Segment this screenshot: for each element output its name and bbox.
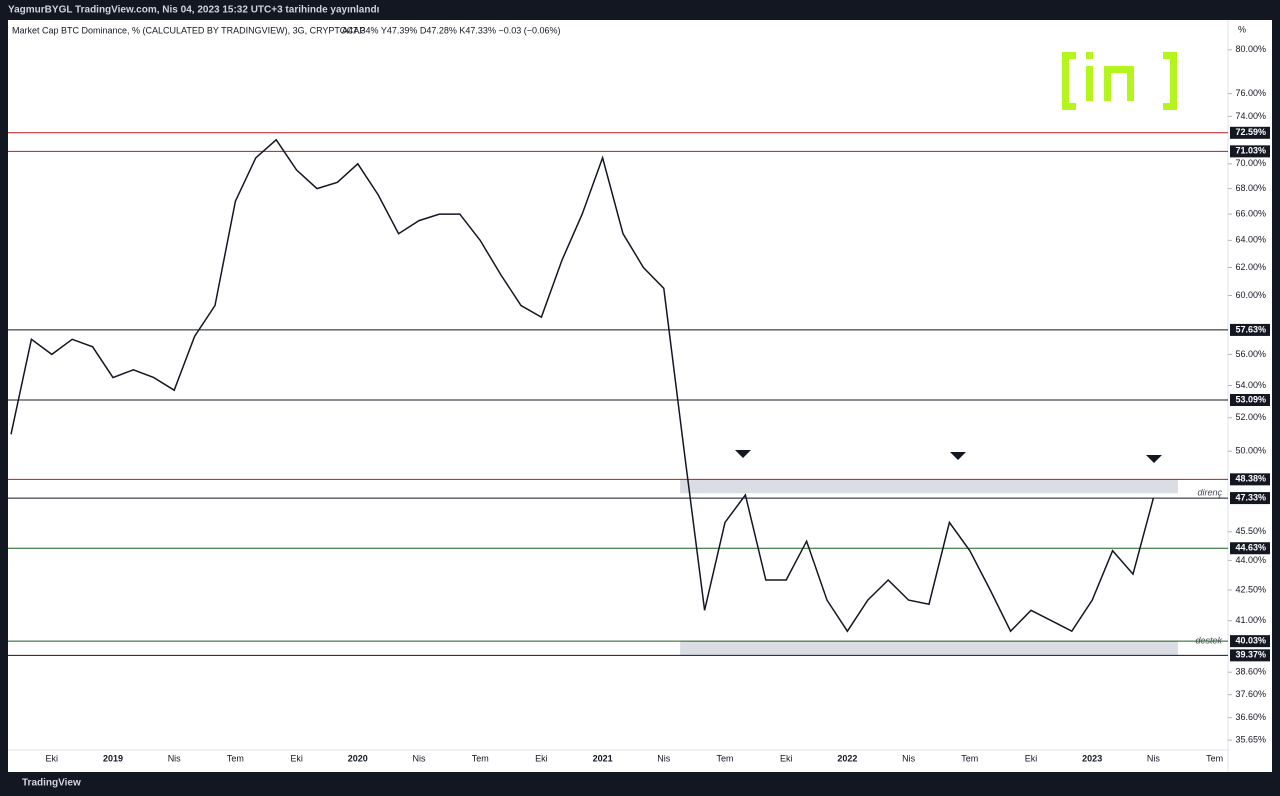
level-label: 40.03% — [1235, 636, 1266, 646]
x-tick-label: Eki — [46, 753, 59, 763]
y-tick-label: 38.60% — [1235, 667, 1266, 677]
y-tick-label: 66.00% — [1235, 208, 1266, 218]
level-label: 72.59% — [1235, 127, 1266, 137]
x-tick-label: Tem — [472, 753, 489, 763]
y-tick-label: 41.00% — [1235, 615, 1266, 625]
y-tick-label: 56.00% — [1235, 349, 1266, 359]
level-label-bg — [1230, 473, 1270, 486]
zone-label: destek — [1195, 636, 1222, 646]
level-label-bg — [1230, 649, 1270, 662]
zone-label: direnç — [1197, 488, 1222, 498]
y-tick-label: 68.00% — [1235, 183, 1266, 193]
level-label: 39.37% — [1235, 650, 1266, 660]
y-tick-label: 64.00% — [1235, 235, 1266, 245]
x-tick-label: Nis — [413, 753, 426, 763]
x-tick-label: Tem — [961, 753, 978, 763]
ohlc: A47.34% Y47.39% D47.28% K47.33% −0.03 (−… — [342, 25, 561, 35]
x-tick-label: Tem — [1206, 753, 1223, 763]
level-label: 57.63% — [1235, 324, 1266, 334]
y-tick-label: 35.65% — [1235, 734, 1266, 744]
x-tick-label: Nis — [902, 753, 915, 763]
y-tick-label: 52.00% — [1235, 412, 1266, 422]
y-tick-label: 44.00% — [1235, 555, 1266, 565]
level-label-bg — [1230, 492, 1270, 505]
y-tick-label: 74.00% — [1235, 111, 1266, 121]
y-unit: % — [1238, 24, 1246, 34]
author-line: YagmurBYGL TradingView.com, Nis 04, 2023… — [8, 5, 380, 16]
footer: TradingView — [22, 778, 81, 789]
x-tick-label: 2020 — [348, 753, 368, 763]
level-label-bg — [1230, 323, 1270, 336]
y-tick-label: 45.50% — [1235, 526, 1266, 536]
level-label-bg — [1230, 145, 1270, 158]
y-tick-label: 70.00% — [1235, 158, 1266, 168]
x-tick-label: 2023 — [1082, 753, 1102, 763]
level-label-bg — [1230, 635, 1270, 648]
zone — [680, 641, 1178, 656]
x-tick-label: Eki — [780, 753, 793, 763]
y-tick-label: 76.00% — [1235, 88, 1266, 98]
level-label: 44.63% — [1235, 543, 1266, 553]
series-line — [10, 138, 1155, 633]
y-tick-label: 62.00% — [1235, 262, 1266, 272]
x-tick-label: Nis — [1147, 753, 1160, 763]
x-tick-label: Eki — [1025, 753, 1038, 763]
x-tick-label: 2022 — [837, 753, 857, 763]
y-tick-label: 60.00% — [1235, 290, 1266, 300]
y-tick-label: 50.00% — [1235, 446, 1266, 456]
y-tick-label: 37.60% — [1235, 689, 1266, 699]
y-tick-label: 80.00% — [1235, 44, 1266, 54]
x-tick-label: Eki — [290, 753, 303, 763]
x-tick-label: 2019 — [103, 753, 123, 763]
level-label-bg — [1230, 393, 1270, 406]
x-tick-label: Tem — [716, 753, 733, 763]
x-tick-label: Nis — [168, 753, 181, 763]
level-label: 47.33% — [1235, 492, 1266, 502]
zone — [680, 479, 1178, 494]
logo — [1062, 52, 1177, 110]
x-tick-label: Tem — [227, 753, 244, 763]
chart-title: Market Cap BTC Dominance, % (CALCULATED … — [12, 25, 365, 35]
level-label: 53.09% — [1235, 394, 1266, 404]
markers — [735, 450, 1162, 463]
level-label-bg — [1230, 126, 1270, 139]
level-label: 71.03% — [1235, 146, 1266, 156]
y-tick-label: 36.60% — [1235, 712, 1266, 722]
y-tick-label: 54.00% — [1235, 380, 1266, 390]
x-tick-label: Eki — [535, 753, 548, 763]
y-tick-label: 42.50% — [1235, 584, 1266, 594]
level-label-bg — [1230, 542, 1270, 555]
level-label: 48.38% — [1235, 474, 1266, 484]
x-tick-label: Nis — [657, 753, 670, 763]
x-tick-label: 2021 — [593, 753, 613, 763]
